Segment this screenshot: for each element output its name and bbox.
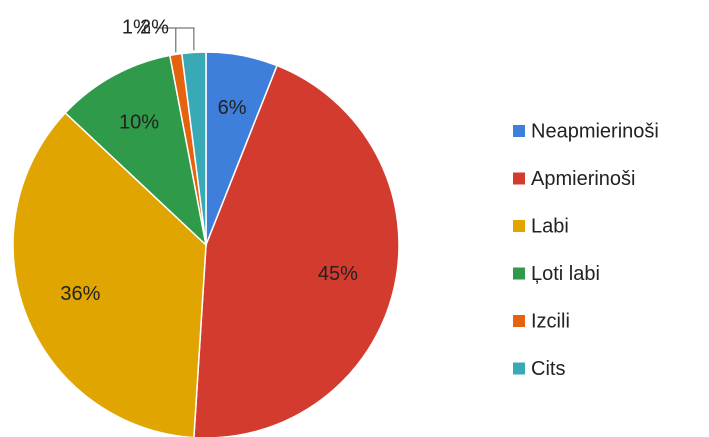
legend-label: Ļoti labi <box>531 263 600 285</box>
pie-slice <box>193 64 400 437</box>
pie-slice <box>180 51 207 246</box>
data-label: 36% <box>60 283 100 305</box>
pie-slice <box>64 54 208 248</box>
data-label: 1% <box>122 16 151 38</box>
data-label: 2% <box>140 16 169 38</box>
legend-swatch <box>513 125 525 137</box>
legend-swatch <box>513 267 525 280</box>
legend-swatch <box>513 172 525 185</box>
legend-label: Cits <box>531 358 565 380</box>
leader-line <box>171 27 195 51</box>
legend-swatch <box>513 220 525 232</box>
data-label: 10% <box>119 112 159 134</box>
legend-swatch <box>513 362 525 375</box>
data-label: 45% <box>318 263 358 285</box>
data-label: 6% <box>218 97 247 119</box>
pie-slice <box>12 111 207 437</box>
legend-label: Apmierinoši <box>531 168 635 190</box>
legend-label: Labi <box>531 215 569 237</box>
legend-swatch <box>513 315 525 327</box>
legend-label: Izcili <box>531 310 570 332</box>
legend-label: Neapmierinoši <box>531 120 659 142</box>
